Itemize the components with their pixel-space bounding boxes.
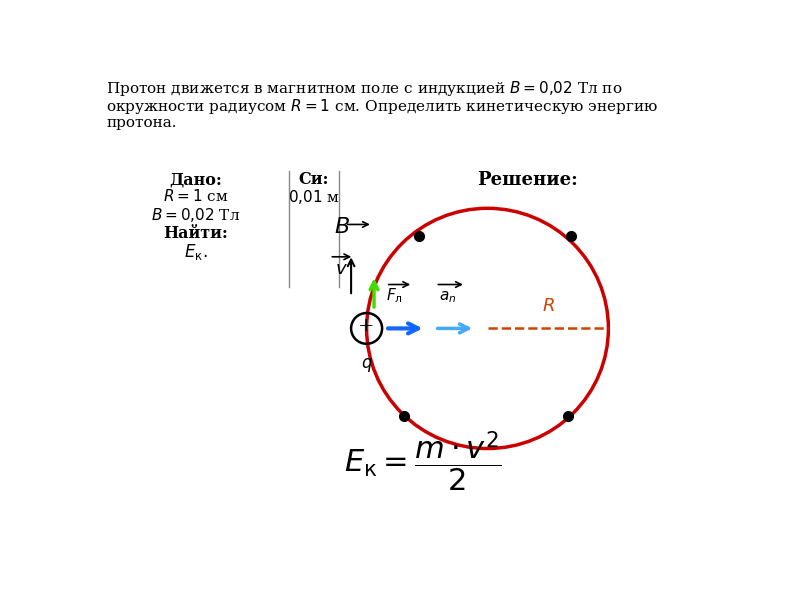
Text: $v$: $v$ (335, 260, 348, 278)
Text: Си:: Си: (298, 172, 329, 188)
Text: $R$: $R$ (542, 296, 554, 314)
Text: $F_{\mathrm{л}}$: $F_{\mathrm{л}}$ (386, 287, 403, 305)
Text: $E_{\mathrm{к}}.$: $E_{\mathrm{к}}.$ (184, 242, 208, 262)
Text: $0{,}01$ м: $0{,}01$ м (288, 188, 340, 206)
Text: $a_n$: $a_n$ (438, 290, 456, 305)
Text: окружности радиусом $R = 1$ см. Определить кинетическую энергию: окружности радиусом $R = 1$ см. Определи… (106, 97, 658, 116)
Text: Протон движется в магнитном поле с индукцией $B = 0{,}02$ Тл по: Протон движется в магнитном поле с индук… (106, 79, 622, 98)
Text: $E_{\mathrm{к}} = \dfrac{m \cdot v^2}{2}$: $E_{\mathrm{к}} = \dfrac{m \cdot v^2}{2}… (343, 430, 502, 494)
Text: Найти:: Найти: (164, 226, 229, 242)
Text: $R = 1$ см: $R = 1$ см (163, 188, 229, 205)
Text: $B$: $B$ (334, 217, 350, 238)
Text: $q$: $q$ (361, 356, 373, 374)
Text: Дано:: Дано: (170, 172, 222, 188)
Text: $B = 0{,}02$ Тл: $B = 0{,}02$ Тл (151, 206, 241, 224)
Text: Решение:: Решение: (478, 172, 578, 190)
Text: +: + (358, 317, 375, 335)
Text: протона.: протона. (106, 116, 177, 130)
